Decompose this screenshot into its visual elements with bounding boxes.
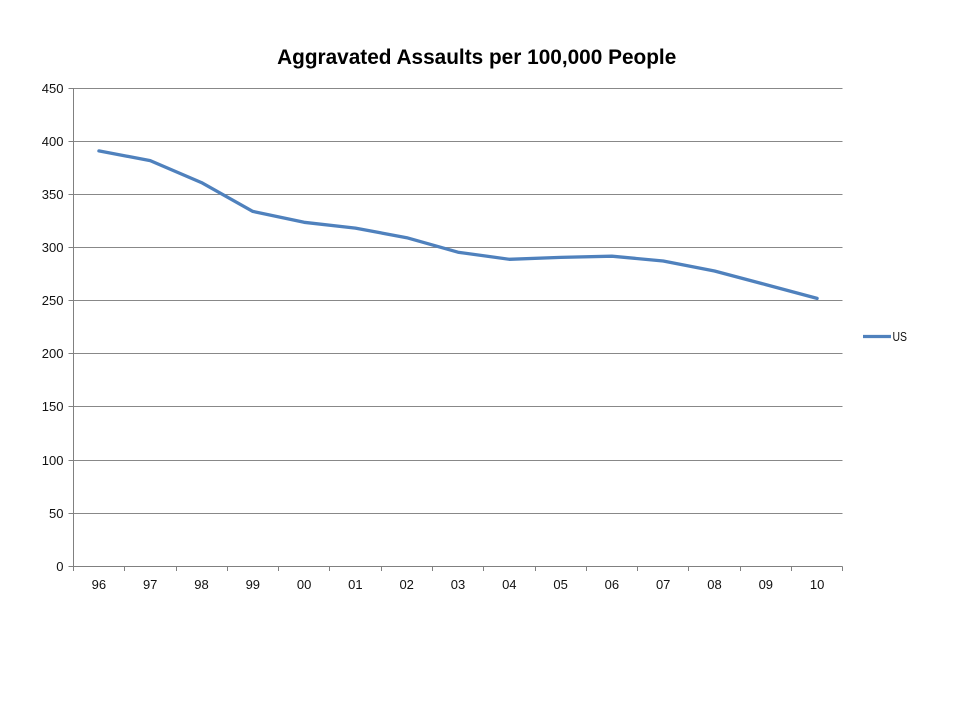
svg-text:0: 0 bbox=[56, 559, 63, 574]
svg-text:00: 00 bbox=[297, 577, 311, 592]
svg-text:Aggravated Assaults per 100,00: Aggravated Assaults per 100,000 People bbox=[277, 46, 676, 69]
svg-text:04: 04 bbox=[502, 577, 516, 592]
svg-text:98: 98 bbox=[194, 577, 208, 592]
svg-text:150: 150 bbox=[42, 399, 64, 414]
svg-text:350: 350 bbox=[42, 187, 64, 202]
svg-text:08: 08 bbox=[707, 577, 721, 592]
svg-text:200: 200 bbox=[42, 346, 64, 361]
svg-text:03: 03 bbox=[451, 577, 465, 592]
svg-text:97: 97 bbox=[143, 577, 157, 592]
svg-text:02: 02 bbox=[399, 577, 413, 592]
svg-text:99: 99 bbox=[246, 577, 260, 592]
svg-text:250: 250 bbox=[42, 293, 64, 308]
svg-text:09: 09 bbox=[759, 577, 773, 592]
svg-text:450: 450 bbox=[42, 81, 64, 96]
svg-text:300: 300 bbox=[42, 240, 64, 255]
svg-text:96: 96 bbox=[92, 577, 106, 592]
svg-text:US: US bbox=[893, 329, 908, 344]
svg-text:07: 07 bbox=[656, 577, 670, 592]
svg-text:50: 50 bbox=[49, 506, 63, 521]
svg-text:400: 400 bbox=[42, 134, 64, 149]
svg-text:10: 10 bbox=[810, 577, 824, 592]
svg-text:06: 06 bbox=[605, 577, 619, 592]
svg-text:100: 100 bbox=[42, 453, 64, 468]
svg-text:01: 01 bbox=[348, 577, 362, 592]
svg-text:05: 05 bbox=[553, 577, 567, 592]
